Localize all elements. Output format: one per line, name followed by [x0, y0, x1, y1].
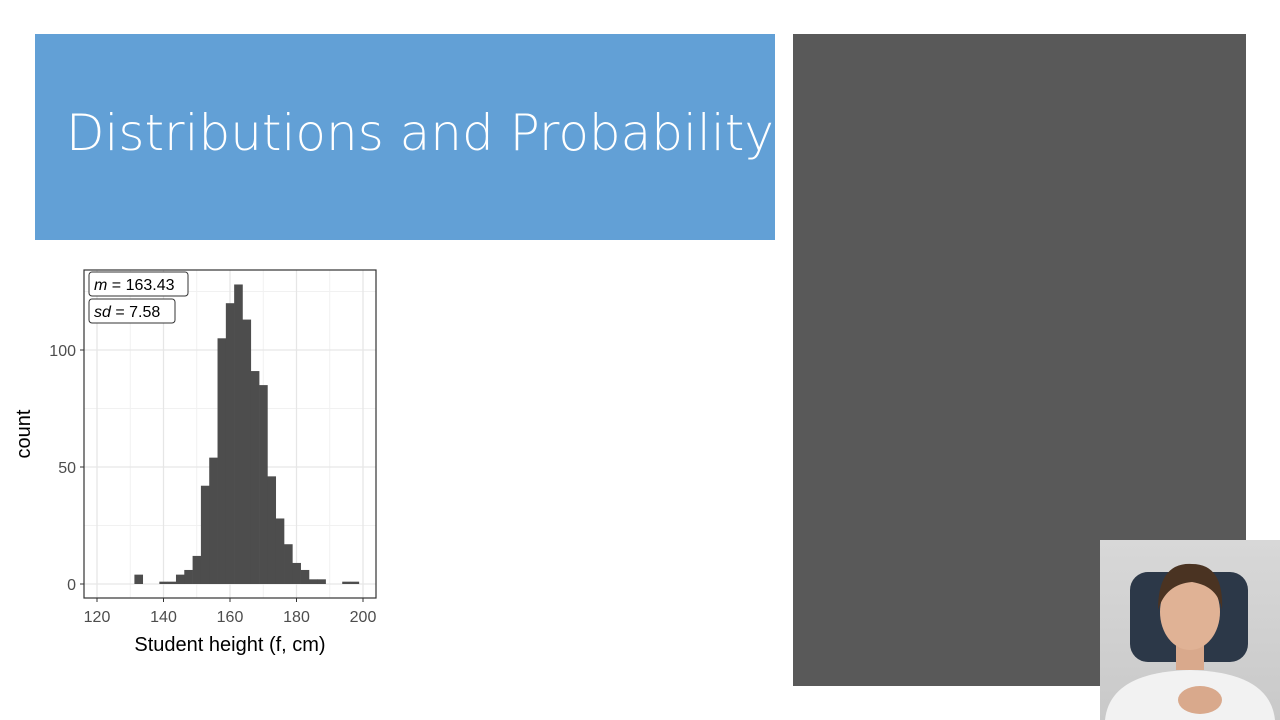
x-axis-label: Student height (f, cm)	[134, 634, 325, 656]
histogram-bar	[350, 581, 360, 584]
histogram-bar	[242, 319, 252, 584]
histogram-bar	[317, 579, 326, 584]
histogram-bar	[167, 581, 177, 584]
histogram-bar	[184, 569, 193, 584]
histogram-bar	[308, 579, 318, 584]
histogram-bar	[209, 457, 218, 584]
x-tick-label: 160	[217, 609, 244, 626]
histogram-chart: 120 140 160 180 200 0 50 100 Student height (f, …	[13, 269, 377, 656]
histogram-bar	[175, 574, 185, 584]
y-tick-label: 100	[49, 343, 76, 360]
stat-label-box	[88, 298, 176, 324]
y-tick-label: 50	[58, 460, 76, 477]
histogram-bar	[259, 385, 268, 584]
x-tick-label: 140	[150, 609, 177, 626]
histogram-bar	[342, 581, 351, 584]
presenter-figure	[1105, 563, 1275, 720]
stat-label: m = 163.43	[94, 277, 175, 294]
title-banner: Distributions and Probability	[35, 34, 775, 240]
histogram-bar	[134, 574, 144, 584]
histogram-bar	[159, 581, 168, 584]
histogram-bar	[267, 476, 277, 584]
stat-label-box	[88, 271, 189, 297]
x-tick-label: 180	[283, 609, 310, 626]
histogram-bar	[250, 371, 260, 584]
histogram-bar	[225, 303, 235, 584]
histogram-bar	[200, 485, 210, 584]
stat-label: sd = 7.58	[94, 304, 160, 321]
x-tick-label: 200	[350, 609, 377, 626]
histogram-bar	[217, 338, 227, 584]
presenter-webcam	[1100, 540, 1280, 720]
histogram-bar	[284, 544, 293, 584]
y-tick-label: 0	[67, 577, 76, 594]
histogram-bar	[292, 562, 301, 584]
histogram-bar	[300, 569, 310, 584]
histogram-bar	[192, 555, 202, 584]
y-axis-label: count	[13, 409, 35, 458]
histogram-bar	[234, 284, 243, 584]
x-tick-label: 120	[84, 609, 111, 626]
slide-title: Distributions and Probability	[66, 104, 774, 162]
histogram-bar	[275, 518, 285, 584]
